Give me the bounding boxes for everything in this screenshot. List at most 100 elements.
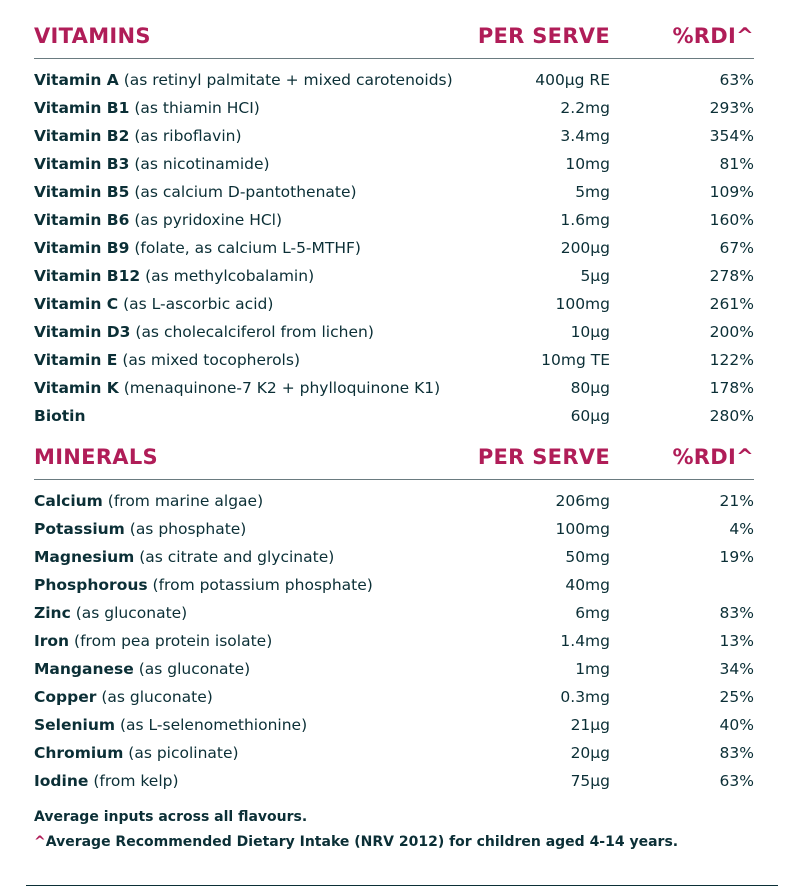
nutrient-name-cell: Iron (from pea protein isolate) (34, 627, 272, 655)
nutrient-source: (as L-ascorbic acid) (123, 295, 274, 313)
rdi-value: 21% (719, 492, 754, 510)
nutrient-source: (as gluconate) (75, 604, 188, 622)
table-row: Manganese (as gluconate) 1mg 34% (0, 655, 800, 683)
table-row: Phosphorous (from potassium phosphate) 40… (0, 571, 800, 599)
per-serve-value: 50mg (565, 548, 610, 566)
nutrient-source: (as picolinate) (128, 744, 239, 762)
nutrient-name: Copper (34, 688, 97, 706)
rdi-value: 160% (709, 211, 754, 229)
footnote-rdi: ^Average Recommended Dietary Intake (NRV… (34, 830, 678, 855)
per-serve-value: 2.2mg (560, 99, 610, 117)
per-serve-value: 10mg (565, 155, 610, 173)
footnote-rdi-text: Average Recommended Dietary Intake (NRV … (45, 834, 679, 850)
rdi-value: 278% (709, 267, 754, 285)
rdi-value: 40% (719, 716, 754, 734)
table-row: Vitamin B9 (folate, as calcium L-5-MTHF)… (0, 234, 800, 262)
per-serve-value: 5µg (580, 267, 610, 285)
table-row: Vitamin B5 (as calcium D-pantothenate) 5m… (0, 178, 800, 206)
nutrient-name: Calcium (34, 492, 103, 510)
nutrient-source: (from marine algae) (107, 492, 264, 510)
nutrient-name-cell: Vitamin E (as mixed tocopherols) (34, 346, 300, 374)
minerals-heading: MINERALS (34, 445, 158, 469)
nutrient-name: Vitamin D3 (34, 323, 131, 341)
table-row: Vitamin C (as L-ascorbic acid) 100mg 261% (0, 290, 800, 318)
bottom-divider (26, 885, 778, 886)
rdi-value: 293% (709, 99, 754, 117)
nutrient-name-cell: Phosphorous (from potassium phosphate) (34, 571, 373, 599)
nutrient-name-cell: Manganese (as gluconate) (34, 655, 250, 683)
table-row: Potassium (as phosphate) 100mg 4% (0, 515, 800, 543)
nutrient-source: (as retinyl palmitate + mixed carotenoid… (123, 71, 453, 89)
minerals-rdi-heading: %RDI^ (672, 445, 754, 469)
nutrient-name-cell: Vitamin B6 (as pyridoxine HCl) (34, 206, 282, 234)
table-row: Vitamin A (as retinyl palmitate + mixed … (0, 66, 800, 94)
rdi-value: 13% (719, 632, 754, 650)
per-serve-value: 20µg (570, 744, 610, 762)
nutrient-source: (menaquinone-7 K2 + phylloquinone K1) (123, 379, 441, 397)
nutrient-name-cell: Vitamin B5 (as calcium D-pantothenate) (34, 178, 357, 206)
table-row: Selenium (as L-selenomethionine) 21µg 40% (0, 711, 800, 739)
nutrient-name-cell: Vitamin C (as L-ascorbic acid) (34, 290, 273, 318)
footnote-average-inputs: Average inputs across all flavours. (34, 809, 308, 825)
per-serve-value: 100mg (555, 520, 610, 538)
per-serve-value: 400µg RE (535, 71, 610, 89)
nutrient-name-cell: Selenium (as L-selenomethionine) (34, 711, 307, 739)
per-serve-value: 3.4mg (560, 127, 610, 145)
per-serve-value: 1.4mg (560, 632, 610, 650)
nutrient-name-cell: Vitamin D3 (as cholecalciferol from lich… (34, 318, 374, 346)
nutrient-name: Vitamin C (34, 295, 119, 313)
table-row: Biotin 60µg 280% (0, 402, 800, 430)
rdi-value: 178% (709, 379, 754, 397)
vitamins-rdi-heading: %RDI^ (672, 24, 754, 48)
nutrient-name-cell: Vitamin B1 (as thiamin HCI) (34, 94, 260, 122)
nutrient-name-cell: Zinc (as gluconate) (34, 599, 187, 627)
nutrient-name: Manganese (34, 660, 134, 678)
table-row: Vitamin K (menaquinone-7 K2 + phylloquin… (0, 374, 800, 402)
minerals-table: Calcium (from marine algae) 206mg 21% Potas… (0, 487, 800, 795)
rdi-value: 25% (719, 688, 754, 706)
per-serve-value: 10mg TE (541, 351, 610, 369)
nutrient-name-cell: Vitamin B3 (as nicotinamide) (34, 150, 270, 178)
nutrient-name: Vitamin B1 (34, 99, 130, 117)
table-row: Copper (as gluconate) 0.3mg 25% (0, 683, 800, 711)
per-serve-value: 60µg (570, 407, 610, 425)
nutrient-source: (as L-selenomethionine) (119, 716, 308, 734)
nutrient-name: Biotin (34, 407, 86, 425)
minerals-header: MINERALS PER SERVE %RDI^ (0, 445, 800, 475)
nutrient-name-cell: Copper (as gluconate) (34, 683, 213, 711)
nutrient-name: Vitamin E (34, 351, 118, 369)
per-serve-value: 10µg (570, 323, 610, 341)
nutrient-name: Selenium (34, 716, 116, 734)
rdi-value: 109% (709, 183, 754, 201)
nutrient-source: (as cholecalciferol from lichen) (135, 323, 374, 341)
footnotes: Average inputs across all flavours. ^Ave… (34, 805, 678, 855)
table-row: Calcium (from marine algae) 206mg 21% (0, 487, 800, 515)
nutrient-name: Phosphorous (34, 576, 148, 594)
table-row: Zinc (as gluconate) 6mg 83% (0, 599, 800, 627)
nutrient-source: (as phosphate) (129, 520, 247, 538)
nutrient-name-cell: Biotin (34, 402, 86, 430)
nutrient-source: (as calcium D-pantothenate) (134, 183, 357, 201)
rdi-value: 83% (719, 744, 754, 762)
nutrient-name: Vitamin B3 (34, 155, 130, 173)
vitamins-header: VITAMINS PER SERVE %RDI^ (0, 24, 800, 54)
nutrient-name-cell: Chromium (as picolinate) (34, 739, 239, 767)
nutrient-name-cell: Magnesium (as citrate and glycinate) (34, 543, 334, 571)
rdi-value: 280% (709, 407, 754, 425)
per-serve-value: 75µg (570, 772, 610, 790)
rdi-value: 81% (719, 155, 754, 173)
nutrient-name: Vitamin B12 (34, 267, 141, 285)
nutrient-name-cell: Vitamin B12 (as methylcobalamin) (34, 262, 314, 290)
nutrient-name: Vitamin B6 (34, 211, 130, 229)
nutrient-source: (as citrate and glycinate) (139, 548, 335, 566)
per-serve-value: 6mg (575, 604, 610, 622)
nutrient-name-cell: Vitamin A (as retinyl palmitate + mixed … (34, 66, 453, 94)
table-row: Vitamin D3 (as cholecalciferol from lich… (0, 318, 800, 346)
table-row: Vitamin B12 (as methylcobalamin) 5µg 278% (0, 262, 800, 290)
nutrient-name-cell: Calcium (from marine algae) (34, 487, 263, 515)
rdi-value: 63% (719, 71, 754, 89)
nutrient-source: (as pyridoxine HCl) (134, 211, 283, 229)
nutrient-source: (as riboflavin) (134, 127, 242, 145)
table-row: Chromium (as picolinate) 20µg 83% (0, 739, 800, 767)
nutrient-source: (as thiamin HCI) (134, 99, 260, 117)
